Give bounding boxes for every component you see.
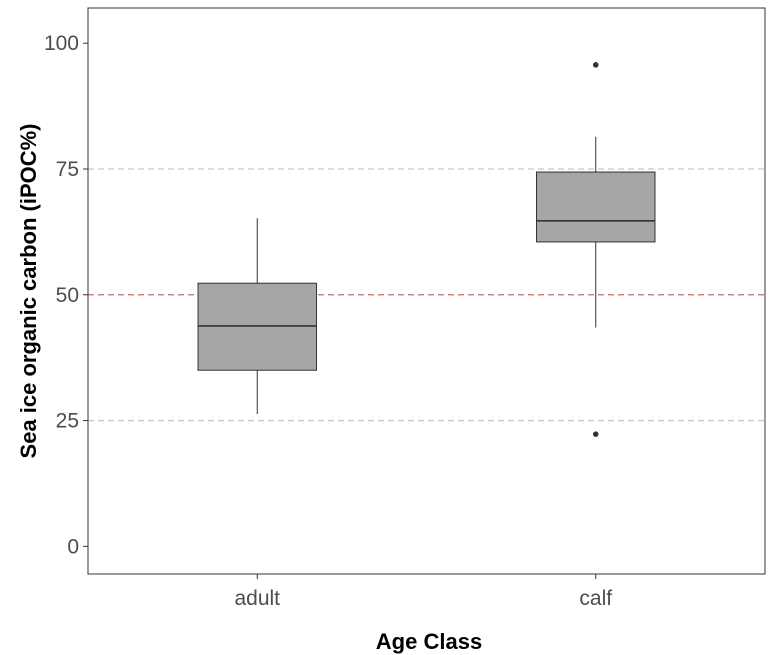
y-axis: 0 25 50 75 100 (44, 32, 88, 558)
y-tick-label: 100 (44, 32, 79, 55)
box-adult (197, 218, 317, 415)
x-tick-label-adult: adult (234, 587, 280, 610)
outlier-point (592, 431, 599, 437)
y-axis-title: Sea ice organic carbon (iPOC%) (16, 124, 41, 459)
y-tick-label: 75 (56, 158, 79, 181)
y-tick-label: 50 (56, 284, 79, 307)
boxes-layer (197, 62, 656, 437)
x-tick-label-calf: calf (579, 587, 612, 610)
plot-panel-border (87, 7, 766, 575)
x-axis: adult calf (234, 574, 612, 610)
box-calf (536, 62, 656, 437)
y-tick-label: 0 (67, 535, 79, 558)
interquartile-box (536, 171, 656, 243)
x-axis-title: Age Class (376, 629, 482, 654)
outlier-point (592, 62, 599, 68)
reference-lines (88, 168, 765, 422)
y-tick-label: 25 (56, 410, 79, 433)
